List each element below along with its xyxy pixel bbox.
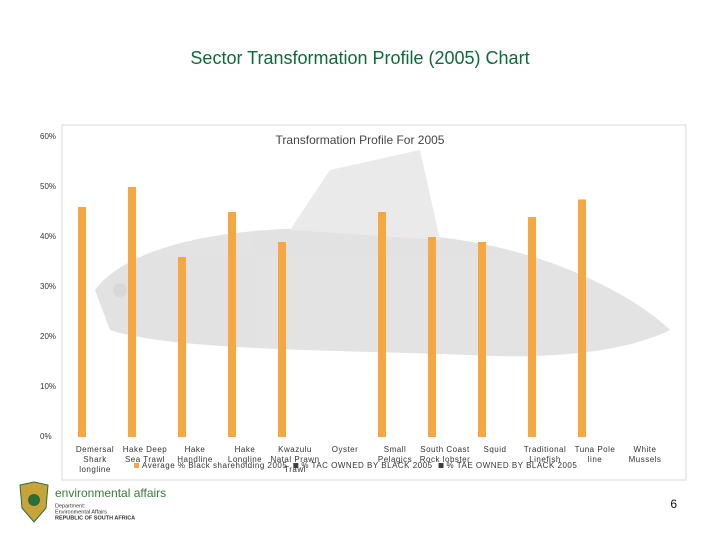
x-tick-label: Hake Longline: [227, 445, 263, 464]
y-tick-label: 40%: [40, 232, 56, 241]
legend-swatch: [438, 463, 444, 468]
y-tick-label: 10%: [40, 382, 56, 391]
legend-label: Average % Black shareholding 2005: [142, 461, 287, 470]
bar: [528, 217, 536, 437]
x-tick-label: Tuna Pole line: [574, 445, 616, 464]
bar: [428, 237, 436, 437]
logo: [19, 481, 49, 523]
x-tick-label: Traditional Linefish: [523, 445, 567, 464]
bar: [278, 242, 286, 437]
x-tick-label: Hake Handline: [177, 445, 213, 464]
bar: [128, 187, 136, 437]
x-tick-label: Squid: [483, 445, 507, 454]
bar: [478, 242, 486, 437]
y-tick-label: 50%: [40, 182, 56, 191]
legend-label: % TAE OWNED BY BLACK 2005: [447, 461, 578, 470]
department-label: Department:: [55, 503, 86, 509]
legend-swatch: [134, 463, 139, 468]
x-tick-label: Hake Deep Sea Trawl: [122, 445, 168, 464]
y-tick-label: 60%: [40, 132, 56, 141]
bar: [78, 207, 86, 437]
chart-frame: [61, 124, 687, 481]
x-tick-label: Oyster: [331, 445, 359, 454]
page-number: 6: [670, 497, 677, 511]
bar: [178, 257, 186, 437]
bar: [578, 199, 586, 437]
bar: [228, 212, 236, 437]
slide-title: Sector Transformation Profile (2005) Cha…: [190, 48, 529, 68]
country: REPUBLIC OF SOUTH AFRICA: [55, 515, 135, 521]
x-tick-label: White Mussels: [628, 445, 662, 464]
x-tick-label: South Coast Rock lobster: [419, 445, 471, 464]
department: Environmental Affairs: [55, 509, 107, 515]
y-tick-label: 20%: [40, 332, 56, 341]
logo-text: environmental affairs: [55, 486, 166, 500]
y-tick-label: 30%: [40, 282, 56, 291]
legend-label: % TAC OWNED BY BLACK 2005: [301, 461, 432, 470]
x-tick-label: Small Pelagics: [377, 445, 413, 464]
chart-title: Transformation Profile For 2005: [276, 133, 445, 147]
bar: [378, 212, 386, 437]
legend-swatch: [293, 463, 299, 468]
y-tick-label: 0%: [40, 432, 52, 441]
x-tick-label: Demersal Shark longline: [75, 445, 115, 474]
x-tick-label: Kwazulu Natal Prawn Trawl: [270, 445, 320, 474]
